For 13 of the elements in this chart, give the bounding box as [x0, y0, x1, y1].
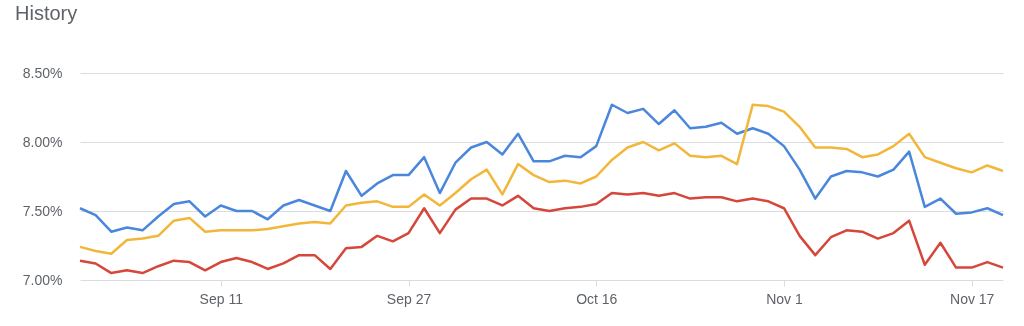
y-tick-label: 7.00%	[22, 271, 63, 288]
x-tick-label: Sep 27	[386, 290, 432, 307]
y-tick-label: 8.00%	[22, 133, 63, 150]
y-tick-label: 8.50%	[22, 64, 63, 81]
x-tick-label: Nov 17	[950, 290, 995, 307]
line-series	[78, 191, 1005, 275]
y-tick-label: 7.50%	[22, 202, 63, 219]
x-tick-label: Oct 16	[576, 290, 618, 307]
chart-title: History	[15, 2, 78, 24]
line-series	[78, 103, 1005, 233]
x-tick-label: Nov 1	[766, 290, 803, 307]
line-series	[78, 103, 1005, 256]
x-tick-label: Sep 11	[199, 290, 244, 307]
